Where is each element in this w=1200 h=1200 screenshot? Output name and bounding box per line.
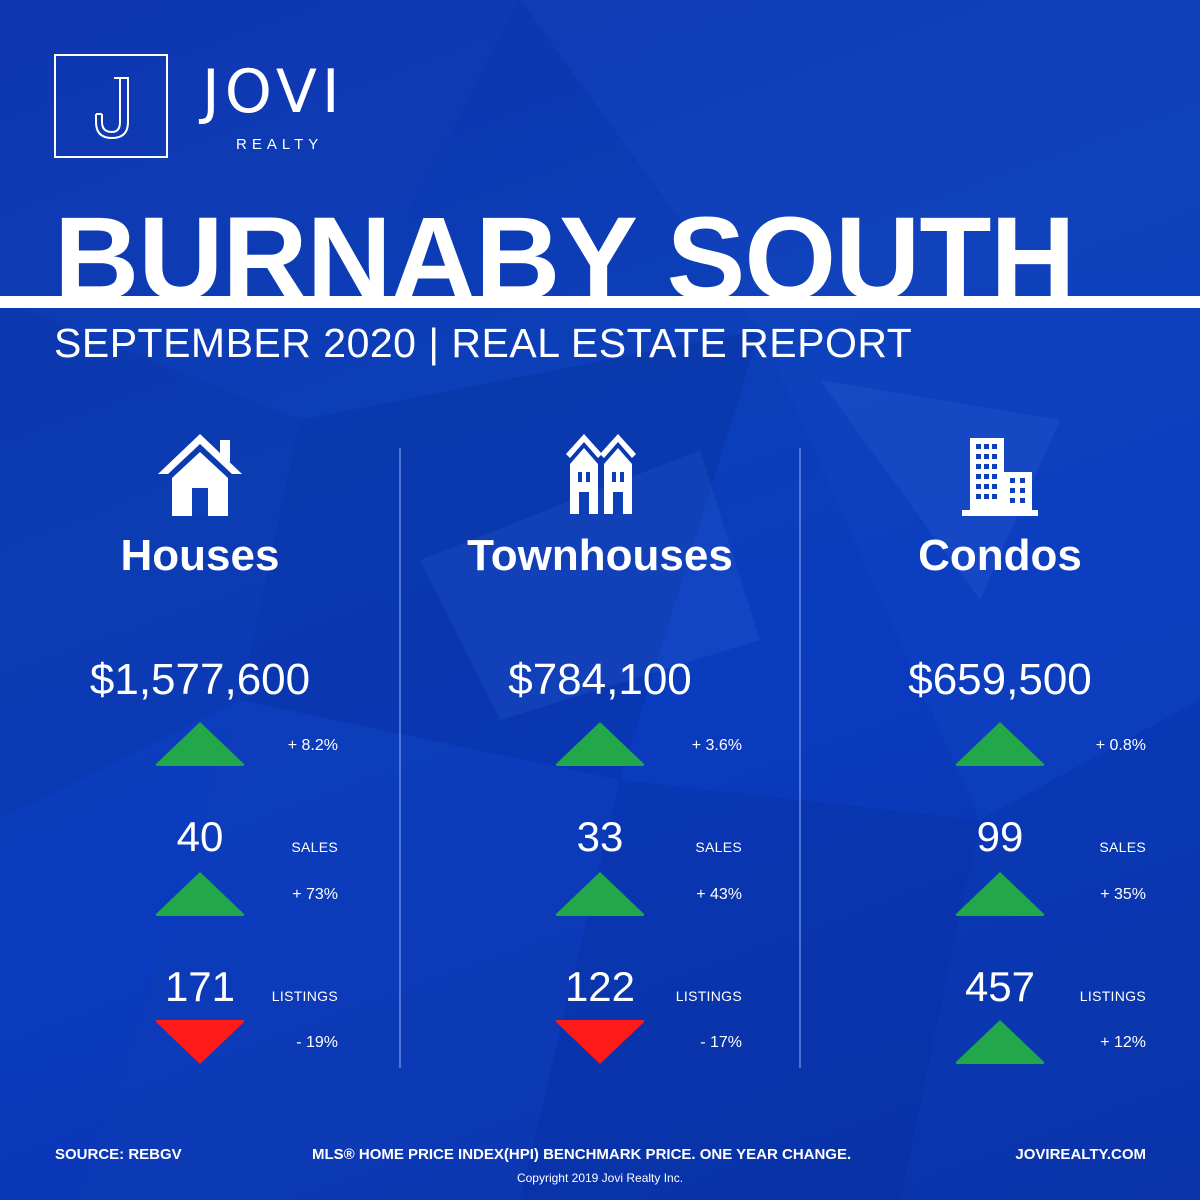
footer-website-link[interactable]: JOVIREALTY.COM [1015,1146,1146,1163]
column-title: Condos [918,531,1082,580]
column-title: Houses [120,531,280,580]
price-change: + 0.8% [1095,737,1146,754]
listings-count: 171 [164,963,236,1010]
townhouses-column: Townhouses $784,100 + 3.6% 33 SALES + 43… [400,430,800,1090]
up-arrow-icon [555,872,645,916]
up-arrow-icon [955,722,1045,766]
brand-subtitle: REALTY [236,136,324,153]
sales-label: SALES [695,839,742,855]
sales-change: + 43% [696,886,742,903]
benchmark-price: $784,100 [508,655,692,704]
benchmark-price: $1,577,600 [89,655,311,704]
up-arrow-icon [155,872,245,916]
footer-source: SOURCE: REBGV [55,1146,182,1163]
up-arrow-icon [955,1020,1045,1064]
down-arrow-icon [155,1020,245,1064]
title-underline [0,296,1200,308]
column-divider [399,448,401,1068]
sales-label: SALES [1099,839,1146,855]
listings-change: + 12% [1100,1034,1146,1051]
benchmark-price: $659,500 [908,655,1092,704]
house-icon [0,430,400,520]
footer-note: MLS® HOME PRICE INDEX(HPI) BENCHMARK PRI… [312,1146,852,1163]
jovi-logo-mark [54,54,168,158]
footer-copyright: Copyright 2019 Jovi Realty Inc. [516,1171,684,1185]
sales-change: + 73% [292,886,338,903]
logo-j-icon [95,77,129,140]
report-subtitle: SEPTEMBER 2020 | REAL ESTATE REPORT [54,320,913,366]
listings-count: 122 [564,963,636,1010]
townhouse-icon [400,430,800,520]
sales-label: SALES [291,839,338,855]
listings-change: - 17% [700,1034,742,1051]
listings-label: LISTINGS [1079,988,1146,1004]
condo-building-icon [800,430,1200,520]
sales-change: + 35% [1100,886,1146,903]
condos-column: Condos $659,500 + 0.8% 99 SALES + 35% 45… [800,430,1200,1090]
listings-count: 457 [964,963,1036,1010]
sales-count: 40 [176,813,224,860]
column-divider [799,448,801,1068]
price-change: + 8.2% [287,737,338,754]
sales-count: 99 [976,813,1024,860]
listings-label: LISTINGS [271,988,338,1004]
price-change: + 3.6% [691,737,742,754]
sales-count: 33 [576,813,624,860]
listings-label: LISTINGS [675,988,742,1004]
up-arrow-icon [555,722,645,766]
column-title: Townhouses [467,531,733,580]
up-arrow-icon [155,722,245,766]
brand-name: JOVI [202,57,345,127]
listings-change: - 19% [296,1034,338,1051]
houses-column: Houses $1,577,600 + 8.2% 40 SALES + 73% … [0,430,400,1090]
up-arrow-icon [955,872,1045,916]
down-arrow-icon [555,1020,645,1064]
